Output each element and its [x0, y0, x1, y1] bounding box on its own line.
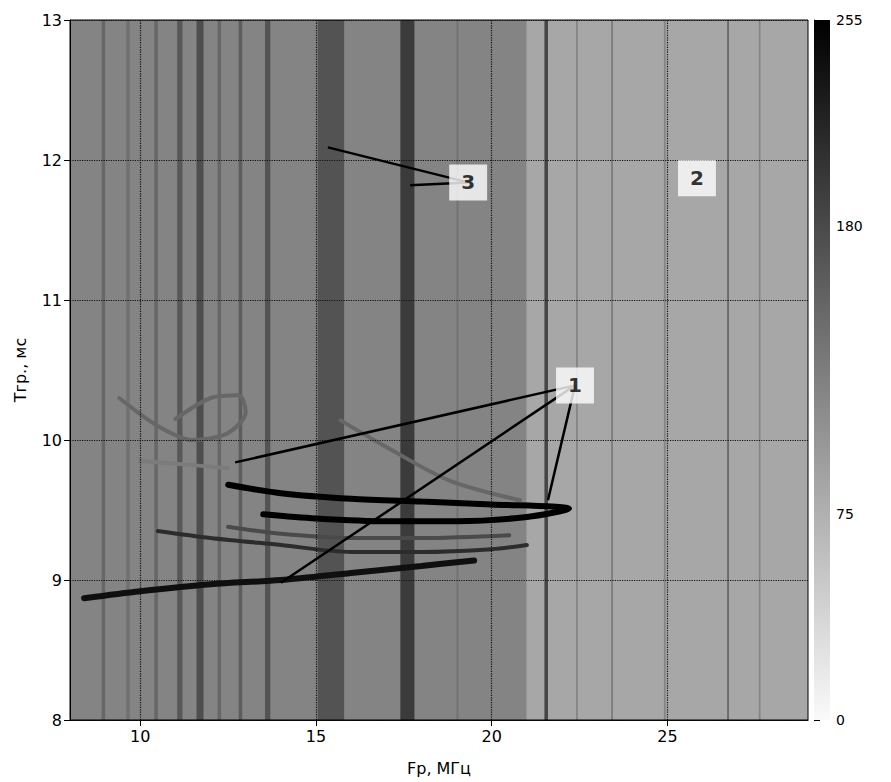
svg-text:0: 0 [836, 712, 845, 728]
svg-text:2: 2 [690, 166, 704, 190]
svg-text:13: 13 [42, 11, 62, 30]
svg-text:3: 3 [461, 170, 475, 194]
svg-text:12: 12 [42, 151, 62, 170]
svg-text:10: 10 [130, 727, 150, 746]
svg-text:255: 255 [836, 12, 863, 28]
svg-text:9: 9 [52, 571, 62, 590]
svg-text:20: 20 [482, 727, 502, 746]
svg-text:11: 11 [42, 291, 62, 310]
svg-text:25: 25 [657, 727, 677, 746]
svg-text:75: 75 [836, 506, 854, 522]
svg-text:180: 180 [836, 218, 863, 234]
svg-text:1: 1 [568, 373, 582, 397]
svg-text:Tгр., мс: Tгр., мс [11, 338, 30, 403]
svg-text:15: 15 [306, 727, 326, 746]
svg-text:10: 10 [42, 431, 62, 450]
svg-text:8: 8 [52, 711, 62, 730]
svg-text:Fр, МГц: Fр, МГц [407, 759, 471, 778]
